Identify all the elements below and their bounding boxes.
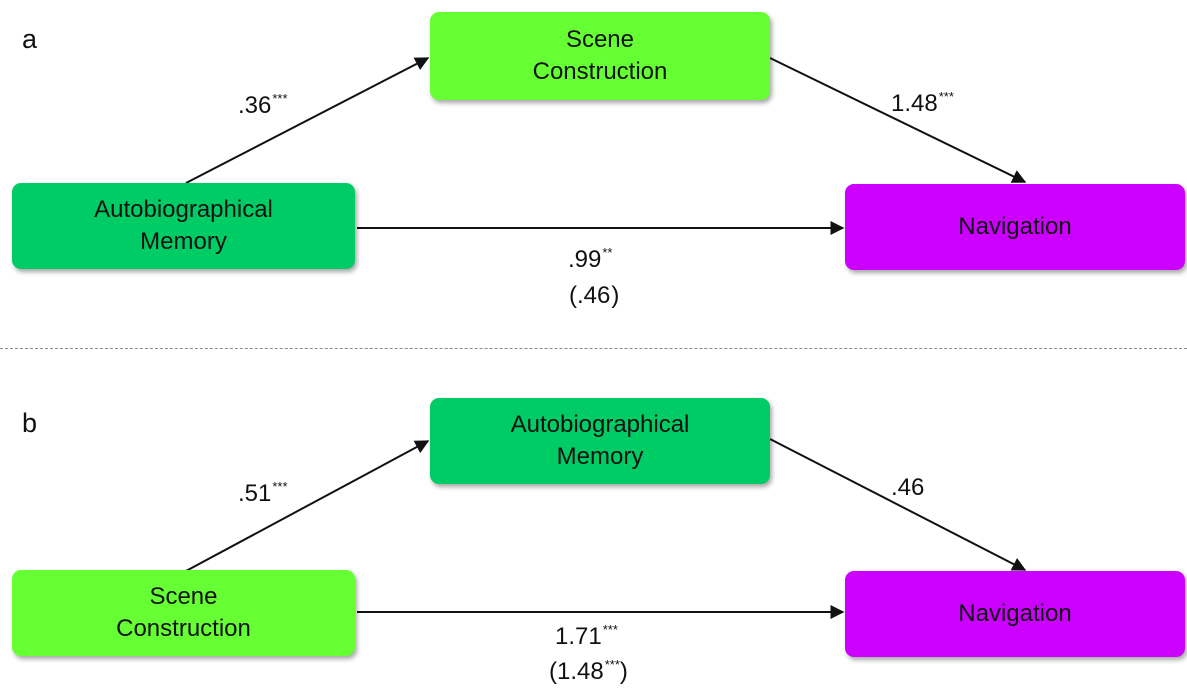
- panel-letter-a: a: [22, 24, 38, 54]
- significance-stars: ***: [272, 479, 288, 494]
- path-right-arrow: [769, 438, 1027, 571]
- box-label-line2: Construction: [532, 58, 668, 85]
- path-left-arrow: [185, 440, 430, 572]
- box-label-line1: Autobiographical: [94, 195, 273, 223]
- box-navigation: Navigation: [845, 571, 1185, 657]
- box-navigation: Navigation: [845, 184, 1185, 270]
- coefficient-value: 1.48: [557, 658, 604, 685]
- significance-stars: ***: [604, 657, 620, 672]
- path-direct-controlled-coefficient: (.46): [569, 284, 619, 308]
- path-right-coefficient: .46: [891, 476, 925, 500]
- coefficient-value: 1.71: [555, 623, 602, 650]
- box-label-line1: Scene: [149, 582, 218, 610]
- box-label-line1: Autobiographical: [510, 410, 690, 438]
- path-right-coefficient: 1.48***: [891, 89, 954, 117]
- coefficient-value: .99: [568, 246, 602, 273]
- path-direct-controlled-coefficient: (1.48***): [549, 657, 628, 685]
- box-autobiographical-memory: Autobiographical Memory: [12, 183, 355, 269]
- path-right-arrow: [769, 57, 1027, 183]
- box-label-line2: Memory: [556, 443, 644, 470]
- panel-b: b Autobiographical Memory Scene Construc…: [0, 352, 1187, 693]
- paren-close: ): [611, 282, 620, 309]
- box-scene-construction: Scene Construction: [430, 12, 770, 100]
- path-left-coefficient: .51***: [238, 479, 288, 507]
- box-label: Navigation: [958, 599, 1072, 627]
- coefficient-value: .36: [238, 92, 272, 119]
- panel-letter-b: b: [22, 408, 38, 438]
- significance-stars: ***: [938, 89, 954, 104]
- path-direct-coefficient: 1.71***: [555, 622, 618, 650]
- coefficient-value: .46: [891, 474, 925, 501]
- path-left-coefficient: .36***: [238, 91, 288, 119]
- paren-open: (: [569, 282, 577, 309]
- path-left-arrow: [185, 57, 430, 184]
- box-label-line2: Memory: [140, 228, 227, 255]
- box-label: Navigation: [958, 212, 1072, 240]
- significance-stars: **: [602, 245, 613, 260]
- box-label-line1: Scene: [565, 25, 635, 53]
- box-scene-construction: Scene Construction: [12, 570, 355, 656]
- coefficient-value: 1.48: [891, 90, 938, 117]
- box-label-line2: Construction: [116, 615, 251, 642]
- path-direct-coefficient: .99**: [568, 245, 613, 273]
- panel-b-arrows: [185, 438, 1027, 619]
- panel-divider: [0, 348, 1187, 349]
- paren-close: ): [619, 658, 628, 685]
- significance-stars: ***: [602, 622, 618, 637]
- coefficient-value: .51: [238, 480, 272, 507]
- panel-a-arrows: [185, 57, 1027, 235]
- panel-a: a Scene Construction Autobiographical Me…: [0, 0, 1187, 345]
- significance-stars: ***: [272, 91, 288, 106]
- paren-open: (: [549, 658, 557, 685]
- coefficient-value: .46: [577, 282, 611, 309]
- box-autobiographical-memory: Autobiographical Memory: [430, 398, 770, 484]
